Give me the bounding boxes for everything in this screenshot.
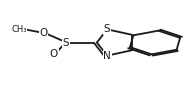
Text: N: N	[103, 51, 111, 61]
Text: CH₃: CH₃	[11, 25, 27, 34]
Text: O: O	[50, 49, 58, 59]
Text: O: O	[39, 28, 48, 38]
Text: S: S	[63, 37, 69, 48]
Text: S: S	[104, 24, 110, 34]
